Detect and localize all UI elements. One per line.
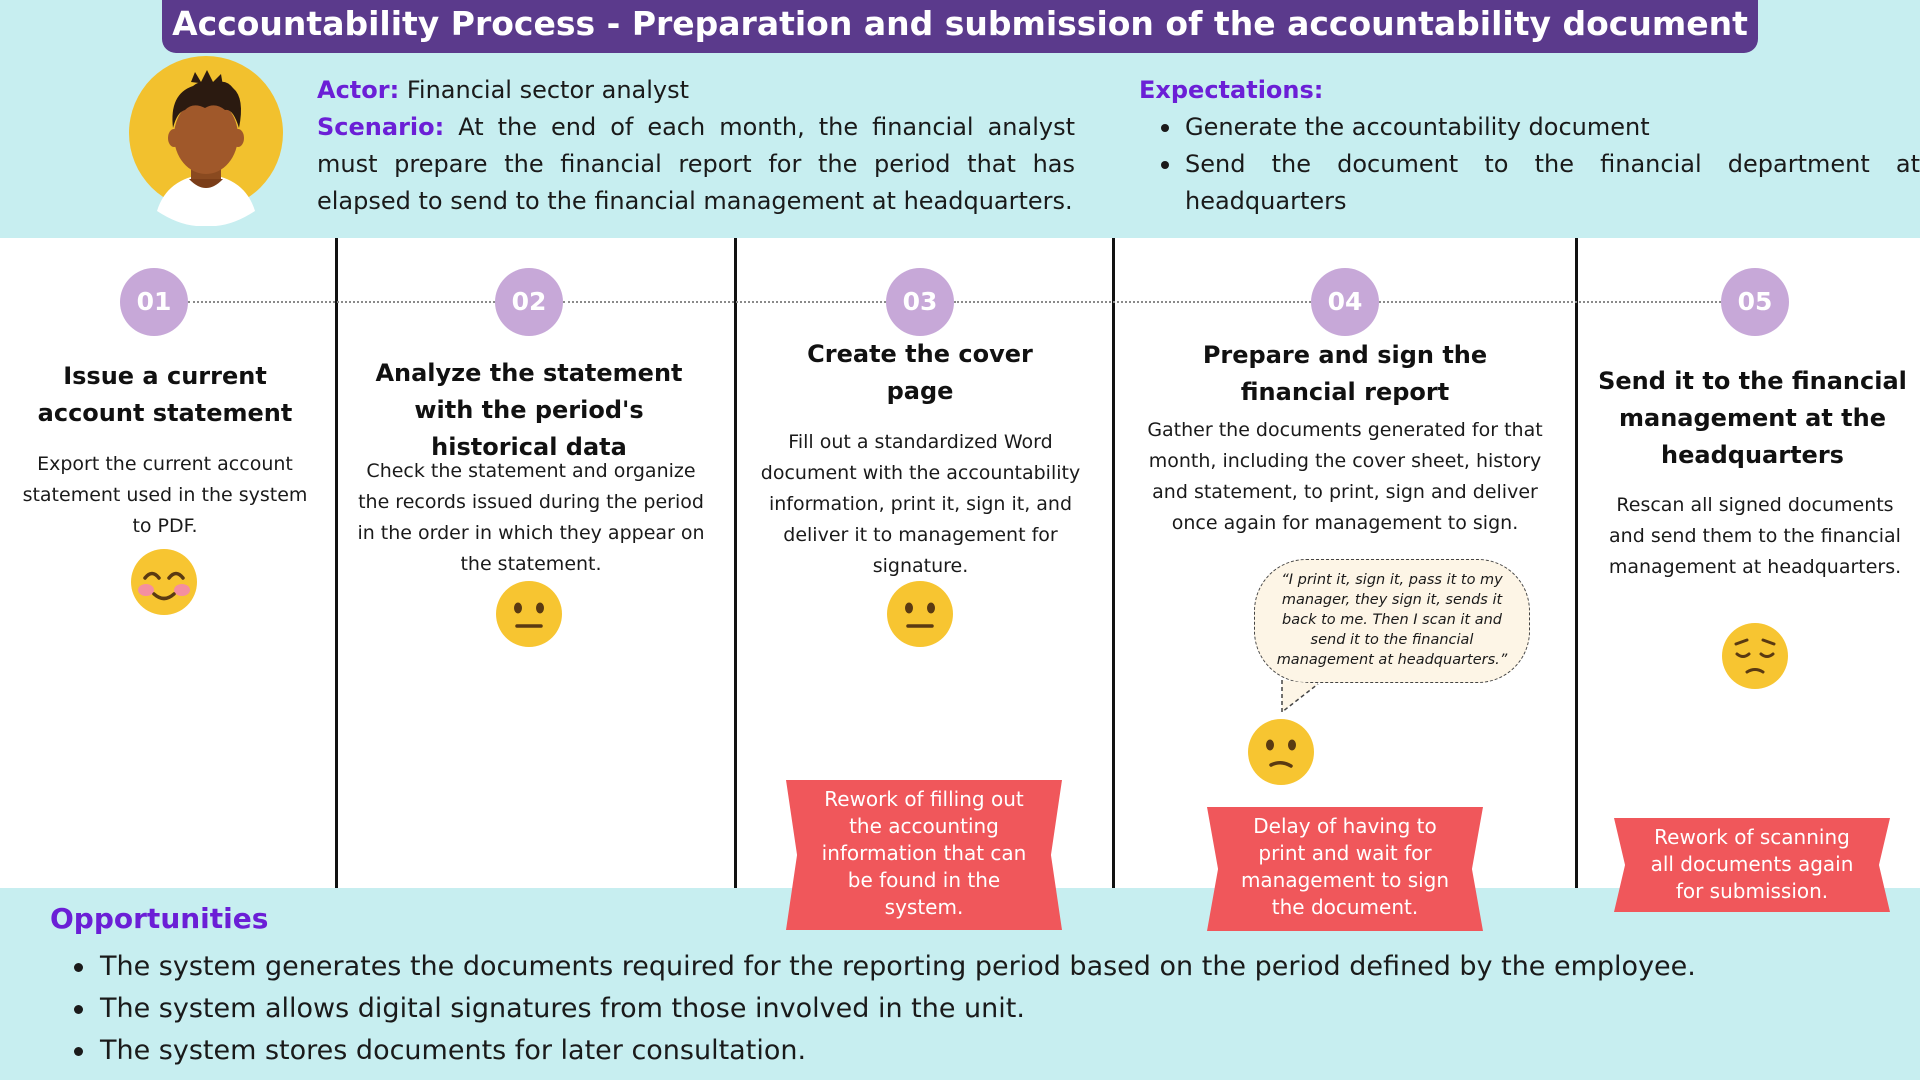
quote-bubble-tail: [1281, 680, 1319, 714]
step-description: Export the current account statement use…: [22, 453, 308, 537]
step-badge: 02: [495, 268, 563, 336]
neutral-face-icon: [496, 581, 562, 647]
step-title: Prepare and sign the financial report: [1202, 341, 1488, 406]
expectation-item: Generate the accountability document: [1161, 109, 1920, 146]
pensive-face-icon: [1722, 623, 1788, 689]
opportunity-item: The system generates the documents requi…: [74, 946, 1696, 988]
step-description: Gather the documents generated for that …: [1147, 419, 1543, 534]
step-connector: [954, 301, 1311, 303]
actor-line: Actor: Financial sector analyst: [317, 72, 1075, 109]
column-divider: [1575, 238, 1578, 888]
expectations: Expectations: Generate the accountabilit…: [1139, 72, 1920, 220]
step-title: Send it to the financial management at t…: [1598, 367, 1907, 469]
step-description: Fill out a standardized Word document wi…: [760, 431, 1081, 577]
pain-point-text: Delay of having to print and wait for ma…: [1240, 814, 1450, 919]
pain-point-ribbon: [1614, 818, 1890, 912]
column-divider: [1112, 238, 1115, 888]
step-connector: [188, 301, 495, 303]
step-badge: 04: [1311, 268, 1379, 336]
step-connector: [563, 301, 886, 303]
page-title: Accountability Process - Preparation and…: [162, 0, 1758, 53]
opportunities-title: Opportunities: [50, 902, 269, 935]
happy-blushing-face-icon: [131, 549, 197, 615]
opportunities-list: The system generates the documents requi…: [74, 946, 1696, 1072]
actor-value: Financial sector analyst: [406, 76, 690, 104]
step-description: Rescan all signed documents and send the…: [1608, 494, 1902, 578]
expectations-label: Expectations:: [1139, 76, 1324, 104]
actor-label: Actor:: [317, 76, 400, 104]
step-title: Analyze the statement with the period's …: [375, 359, 683, 461]
step-description: Check the statement and organize the rec…: [357, 460, 705, 575]
scenario-line: Scenario: At the end of each month, the …: [317, 109, 1075, 220]
step-connector: [1379, 301, 1721, 303]
persona-info: Actor: Financial sector analyst Scenario…: [317, 72, 1075, 220]
pain-point-text: Rework of filling out the accounting inf…: [821, 787, 1027, 919]
opportunity-item: The system stores documents for later co…: [74, 1030, 1696, 1072]
pain-point-ribbon: [1207, 807, 1483, 931]
pain-point-tag: Rework of filling out the accounting inf…: [786, 780, 1062, 930]
column-divider: [335, 238, 338, 888]
step-title: Issue a current account statement: [37, 362, 293, 427]
scenario-label: Scenario:: [317, 113, 445, 141]
column-divider: [734, 238, 737, 888]
scenario-text: At the end of each month, the financial …: [317, 113, 1075, 215]
pain-point-text: Rework of scanning all documents again f…: [1650, 825, 1854, 903]
pain-point-tag: Rework of scanning all documents again f…: [1614, 818, 1890, 912]
persona-avatar: [129, 56, 283, 226]
step-title: Create the cover page: [807, 340, 1033, 405]
step-badge: 05: [1721, 268, 1789, 336]
neutral-face-icon: [887, 581, 953, 647]
expectation-item: Send the document to the financial depar…: [1161, 146, 1920, 220]
step-badge: 03: [886, 268, 954, 336]
pain-point-tag: Delay of having to print and wait for ma…: [1207, 807, 1483, 931]
opportunity-item: The system allows digital signatures fro…: [74, 988, 1696, 1030]
pain-point-ribbon: [786, 780, 1062, 930]
step-badge: 01: [120, 268, 188, 336]
confused-face-icon: [1248, 719, 1314, 785]
quote-bubble: “I print it, sign it, pass it to my mana…: [1254, 559, 1530, 683]
expectations-list: Generate the accountability document Sen…: [1139, 109, 1920, 220]
